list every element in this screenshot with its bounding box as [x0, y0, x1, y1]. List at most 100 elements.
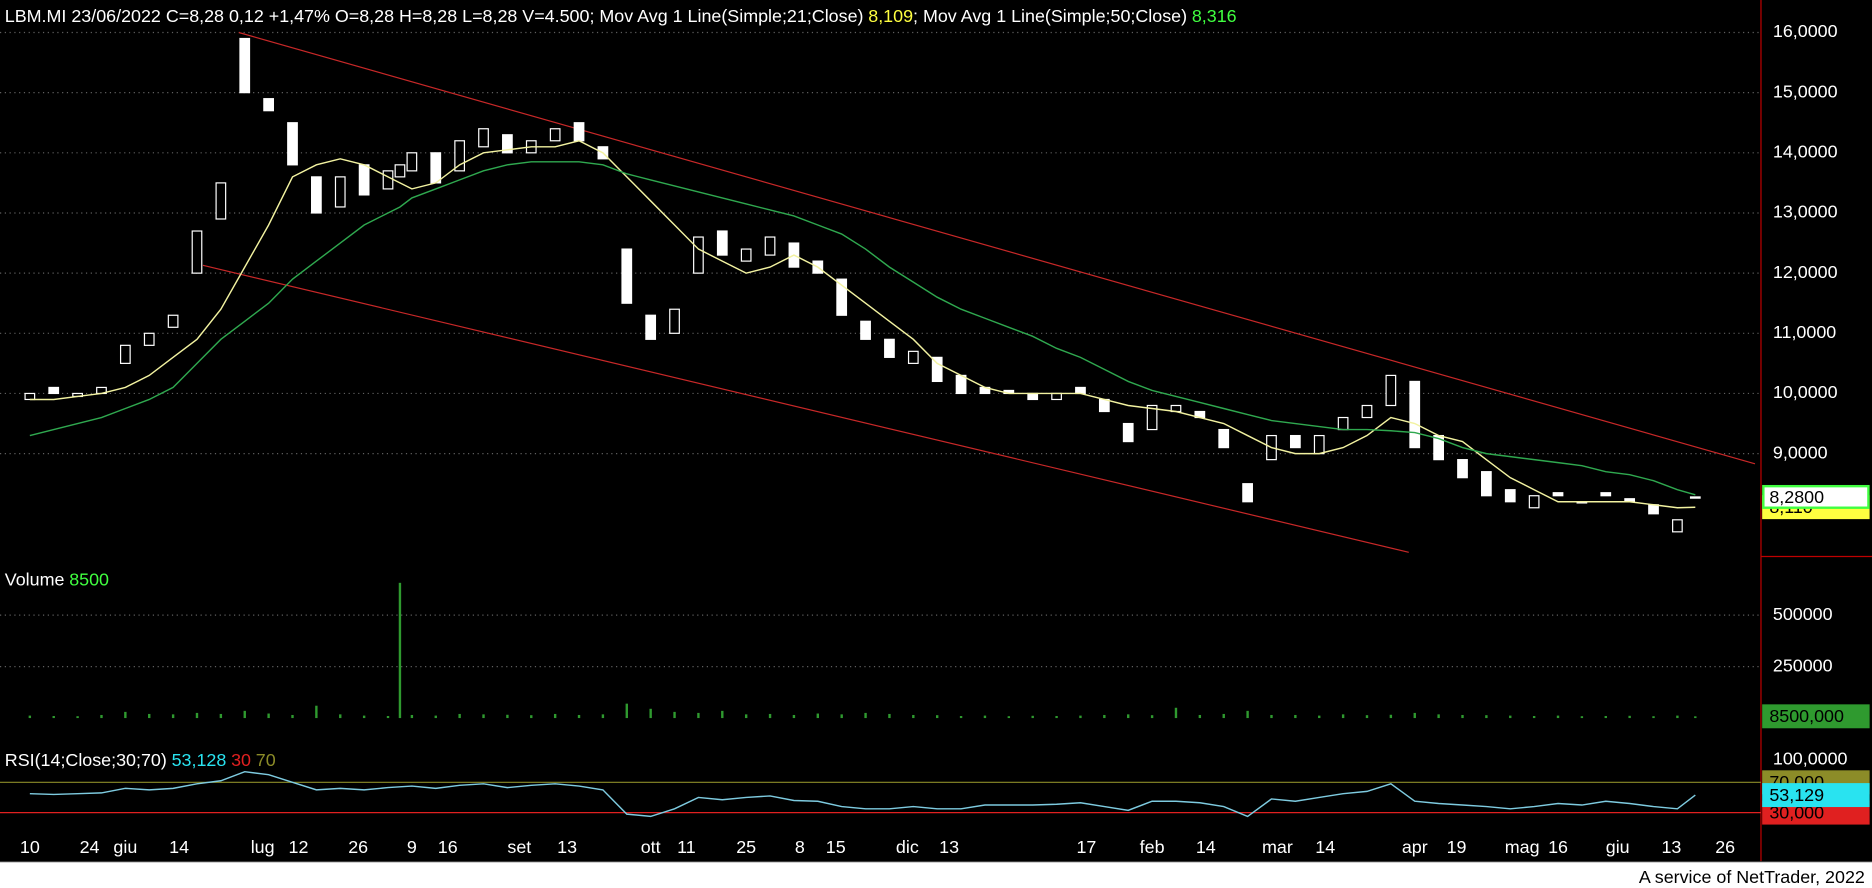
volume-bar [291, 714, 294, 719]
volume-bar [1532, 716, 1536, 719]
candle [1648, 504, 1659, 515]
volume-bar [1389, 714, 1393, 719]
volume-bar [28, 715, 32, 719]
x-tick-label: 16 [438, 837, 458, 857]
candle [382, 170, 394, 190]
volume-bar [219, 713, 223, 719]
x-tick-label: 11 [677, 837, 696, 857]
x-tick-label: set [507, 837, 531, 857]
candle [1146, 404, 1158, 431]
x-tick-label: mag [1505, 837, 1540, 857]
candle [621, 248, 633, 304]
rsi-line [29, 770, 1696, 818]
volume-bar [243, 710, 246, 719]
candle [1385, 374, 1397, 407]
volume-bar [936, 715, 939, 719]
moving-average-line [29, 161, 1696, 496]
volume-bar [1628, 715, 1631, 719]
candle [1481, 471, 1492, 497]
candle [1361, 404, 1373, 419]
x-tick-label: 16 [1548, 837, 1568, 857]
volume-bar [1198, 714, 1202, 719]
x-tick-label: apr [1402, 837, 1428, 857]
candle [1098, 398, 1110, 413]
candle [669, 308, 680, 334]
candle [907, 350, 919, 364]
candle [215, 182, 227, 220]
candle [1504, 489, 1516, 503]
candle [1457, 459, 1468, 479]
volume-bar [840, 714, 843, 719]
candle [740, 248, 752, 262]
x-tick-label: 15 [826, 837, 846, 857]
candle [1337, 416, 1349, 431]
y-tick-label: 11,0000 [1773, 322, 1836, 342]
volume-bar [553, 713, 557, 719]
candle [1672, 519, 1683, 533]
y-tick-label: 12,0000 [1773, 262, 1838, 282]
x-tick-label: 13 [939, 837, 959, 857]
x-tick-label: giu [113, 837, 137, 857]
volume-bar [530, 715, 533, 719]
y-tick-label: 250000 [1773, 655, 1833, 675]
volume-bar [1341, 714, 1345, 719]
volume-bar [744, 714, 748, 719]
y-tick-label: 16,0000 [1773, 21, 1838, 41]
x-tick-label: 14 [169, 837, 189, 857]
x-tick-label: lug [251, 837, 275, 857]
header-value: 53,128 [172, 750, 227, 770]
candle [454, 140, 466, 172]
volume-bar [506, 714, 509, 719]
panel-header: LBM.MI 23/06/2022 C=8,28 0,12 +1,47% O=8… [5, 5, 1237, 25]
volume-bar [267, 713, 270, 719]
candle [1528, 495, 1540, 509]
volume-bar [1676, 715, 1679, 719]
x-tick-label: 13 [557, 837, 577, 857]
legend-entry: ; Mov Avg 1 Line(Simple;21;Close) [589, 5, 863, 25]
volume-bar [1150, 715, 1154, 719]
volume-bar [983, 715, 987, 719]
volume-bar [1604, 716, 1607, 719]
volume-bar [410, 714, 414, 719]
axis-value-box [1762, 484, 1870, 509]
volume-bar [959, 716, 963, 719]
x-tick-label: giu [1606, 837, 1630, 857]
candle [334, 176, 346, 208]
volume-bar [888, 713, 891, 719]
level-label: 30 [231, 750, 251, 770]
x-tick-label: feb [1140, 837, 1165, 857]
volume-bar [673, 711, 676, 719]
volume-bar [1007, 716, 1011, 719]
volume-bar [1222, 713, 1225, 719]
volume-bar [1652, 716, 1655, 719]
candle [1552, 492, 1564, 497]
volume-bar [1031, 715, 1034, 719]
volume-bar [1127, 714, 1130, 719]
x-tick-label: 12 [289, 837, 309, 857]
header-text: LBM.MI 23/06/2022 C=8,28 0,12 +1,47% O=8… [5, 5, 590, 25]
x-tick-label: 14 [1196, 837, 1216, 857]
x-tick-label: 9 [407, 837, 417, 857]
x-tick-label: 26 [1715, 837, 1735, 857]
candle [167, 314, 179, 328]
x-tick-label: dic [896, 837, 919, 857]
y-tick-label: 15,0000 [1773, 81, 1838, 101]
candle [1027, 392, 1039, 401]
volume-bar [625, 703, 628, 719]
volume-bar [768, 713, 772, 719]
x-tick-label: 13 [1661, 837, 1681, 857]
volume-bar [1318, 715, 1321, 719]
volume-bar [1580, 716, 1584, 719]
x-tick-label: 17 [1076, 837, 1096, 857]
volume-bar [124, 711, 127, 719]
x-tick-label: 26 [348, 837, 368, 857]
volume-bar [1103, 714, 1106, 719]
volume-bar [912, 714, 915, 719]
axis-value-label: 30,000 [1769, 803, 1824, 823]
candle [1313, 434, 1325, 455]
axis-value-box [1762, 704, 1870, 729]
volume-bar [697, 712, 700, 719]
